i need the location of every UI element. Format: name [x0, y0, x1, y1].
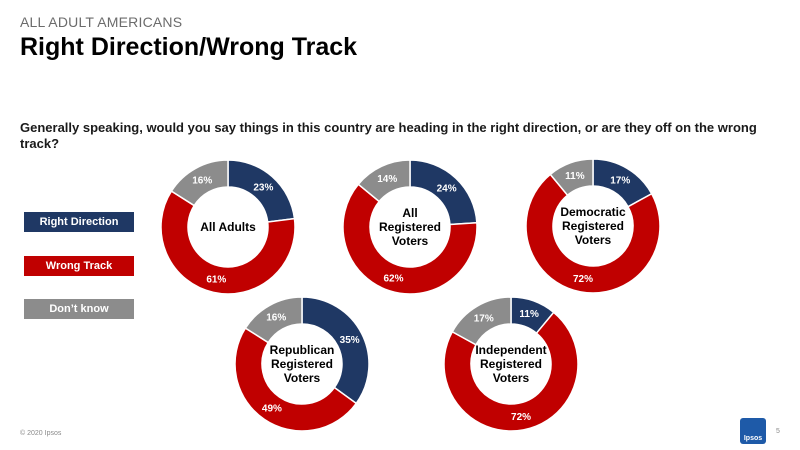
- slice-wrong-track: [234, 327, 358, 432]
- data-label-dont-know: 16%: [266, 313, 286, 324]
- donut-center-label: Independent Registered Voters: [475, 343, 546, 385]
- slice-right-direction: [301, 296, 370, 405]
- data-label-dont-know: 11%: [565, 171, 585, 182]
- donut-center-label: Democratic Registered Voters: [560, 205, 626, 247]
- survey-question: Generally speaking, would you say things…: [20, 120, 757, 151]
- slice-dont-know: [357, 159, 411, 203]
- data-label-wrong-track: 72%: [573, 274, 593, 285]
- donut-center-label-line: Democratic: [560, 205, 626, 219]
- donut-center-label-line: Voters: [575, 233, 612, 247]
- slice-dont-know: [170, 159, 229, 207]
- data-label-wrong-track: 49%: [262, 404, 282, 415]
- slice-wrong-track: [160, 190, 296, 295]
- legend-right-direction: Right Direction: [24, 212, 134, 232]
- eyebrow-label: ALL ADULT AMERICANS: [20, 14, 183, 30]
- donut-center-label-line: All Adults: [200, 220, 256, 234]
- data-label-dont-know: 16%: [192, 176, 212, 187]
- donut-center-label-line: Registered: [562, 219, 624, 233]
- donut-center-label-line: All: [402, 206, 417, 220]
- donut-center-label-line: Voters: [392, 234, 429, 248]
- donut-center-label-line: Voters: [493, 371, 530, 385]
- data-label-right-direction: 23%: [253, 182, 273, 193]
- data-label-wrong-track: 61%: [206, 275, 226, 286]
- donut-center-label: All Adults: [200, 220, 256, 234]
- donut-center-label-line: Registered: [480, 357, 542, 371]
- ipsos-logo: Ipsos: [740, 418, 766, 444]
- donut-center-label-line: Registered: [379, 220, 441, 234]
- donut-chart-1: 23% 61% 16% All Adults: [160, 159, 296, 295]
- slice-wrong-track: [525, 173, 661, 294]
- legend-dont-know: Don’t know: [24, 299, 134, 319]
- data-label-wrong-track: 62%: [383, 273, 403, 284]
- donut-center-label-line: Voters: [284, 371, 321, 385]
- data-label-right-direction: 17%: [610, 175, 630, 186]
- donut-center-label-line: Independent: [475, 343, 546, 357]
- slice-wrong-track: [443, 311, 579, 432]
- slice-dont-know: [549, 158, 594, 197]
- slice-dont-know: [244, 296, 303, 344]
- page-title: Right Direction/Wrong Track: [20, 33, 358, 61]
- donut-center-label: All Registered Voters: [379, 206, 441, 248]
- slice-dont-know: [451, 296, 512, 346]
- donut-chart-4: 35% 49% 16% Republican Registered Voters: [234, 296, 370, 432]
- page-number: 5: [776, 428, 780, 435]
- donut-chart-2: 24% 62% 14% All Registered Voters: [342, 159, 478, 295]
- copyright: © 2020 Ipsos: [20, 430, 62, 437]
- data-label-right-direction: 11%: [519, 309, 539, 320]
- data-label-right-direction: 35%: [340, 335, 360, 346]
- donut-chart-5: 11% 72% 17% Independent Registered Voters: [443, 296, 579, 432]
- donut-center-label-line: Registered: [271, 357, 333, 371]
- donut-center-label: Republican Registered Voters: [270, 343, 335, 385]
- data-label-dont-know: 17%: [474, 313, 494, 324]
- legend-wrong-track: Wrong Track: [24, 256, 134, 276]
- donut-chart-3: 17% 72% 11% Democratic Registered Voters: [525, 158, 661, 294]
- donut-center-label-line: Republican: [270, 343, 335, 357]
- data-label-wrong-track: 72%: [511, 412, 531, 423]
- data-label-right-direction: 24%: [437, 184, 457, 195]
- data-label-dont-know: 14%: [377, 174, 397, 185]
- slice-wrong-track: [342, 183, 478, 295]
